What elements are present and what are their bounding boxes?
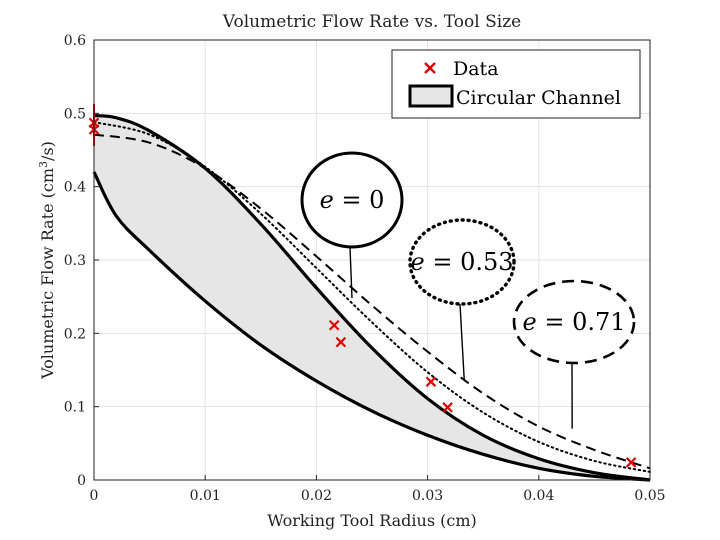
- annotation-leader: [349, 246, 353, 299]
- annotation-value: 0: [369, 186, 384, 214]
- x-tick-label: 0.05: [634, 488, 665, 504]
- annotation-e-0-53: e = 0.53: [408, 218, 516, 382]
- y-tick-label: 0.4: [64, 180, 86, 196]
- axis-ticks: 0 0.01 0.02 0.03 0.04 0.05 0 0.1 0.2 0.3 0.4 0.5 0.6: [64, 33, 666, 504]
- annotation-var: e: [522, 308, 536, 336]
- y-tick-label: 0.3: [64, 253, 86, 269]
- circular-channel-lower-curve: [92, 171, 651, 482]
- y-axis-label-sup: 3: [37, 161, 50, 168]
- y-axis-label-main: Volumetric Flow Rate (cm: [38, 168, 57, 380]
- curve-e-0-71: [93, 133, 651, 470]
- x-axis-label: Working Tool Radius (cm): [267, 511, 477, 530]
- annotation-var: e: [320, 186, 334, 214]
- legend-band-swatch: [408, 84, 454, 108]
- y-tick-label: 0: [77, 473, 86, 489]
- annotation-e-0: e = 0: [300, 151, 404, 299]
- annotation-eq: =: [334, 186, 369, 214]
- annotation-var: e: [410, 248, 424, 276]
- y-tick-label: 0.1: [64, 400, 86, 416]
- annotation-eq: =: [537, 308, 572, 336]
- x-tick-label: 0.01: [190, 488, 221, 504]
- annotations: e = 0e = 0.53e = 0.71: [300, 151, 636, 429]
- data-point: [328, 319, 340, 331]
- x-tick-label: 0.02: [301, 488, 332, 504]
- annotation-bubble: [300, 151, 404, 249]
- annotation-bubble: [512, 279, 636, 365]
- circular-channel-upper-curve: [93, 113, 651, 482]
- annotation-value: 0.71: [572, 308, 625, 336]
- x-tick-label: 0.04: [523, 488, 554, 504]
- y-tick-label: 0.2: [64, 326, 86, 342]
- y-axis-label: Volumetric Flow Rate (cm3/s): [37, 141, 57, 380]
- annotation-eq: =: [425, 248, 460, 276]
- data-point: [442, 402, 453, 413]
- data-point: [335, 336, 347, 348]
- annotation-leader: [459, 303, 465, 382]
- x-tick-label: 0: [90, 488, 99, 504]
- y-tick-label: 0.6: [64, 33, 86, 49]
- y-tick-label: 0.5: [64, 106, 86, 122]
- annotation-e-0-71: e = 0.71: [512, 279, 636, 429]
- annotation-value: 0.53: [460, 248, 513, 276]
- legend-entry-circular-channel: Circular Channel: [456, 87, 621, 109]
- legend: Data Circular Channel: [391, 49, 641, 119]
- chart-title: Volumetric Flow Rate vs. Tool Size: [222, 12, 521, 32]
- annotation-label: e = 0.71: [522, 308, 625, 336]
- annotation-label: e = 0.53: [410, 248, 513, 276]
- annotation-label: e = 0: [320, 186, 385, 214]
- curve-e-0-53: [93, 121, 651, 473]
- data-point: [425, 376, 437, 388]
- y-axis-label-tail: /s): [38, 141, 57, 161]
- legend-entry-data: Data: [453, 58, 499, 80]
- data-point: [625, 457, 637, 468]
- annotation-bubble: [408, 218, 516, 306]
- x-tick-label: 0.03: [412, 488, 443, 504]
- circular-channel-band: [94, 115, 650, 480]
- legend-data-marker: [424, 62, 436, 74]
